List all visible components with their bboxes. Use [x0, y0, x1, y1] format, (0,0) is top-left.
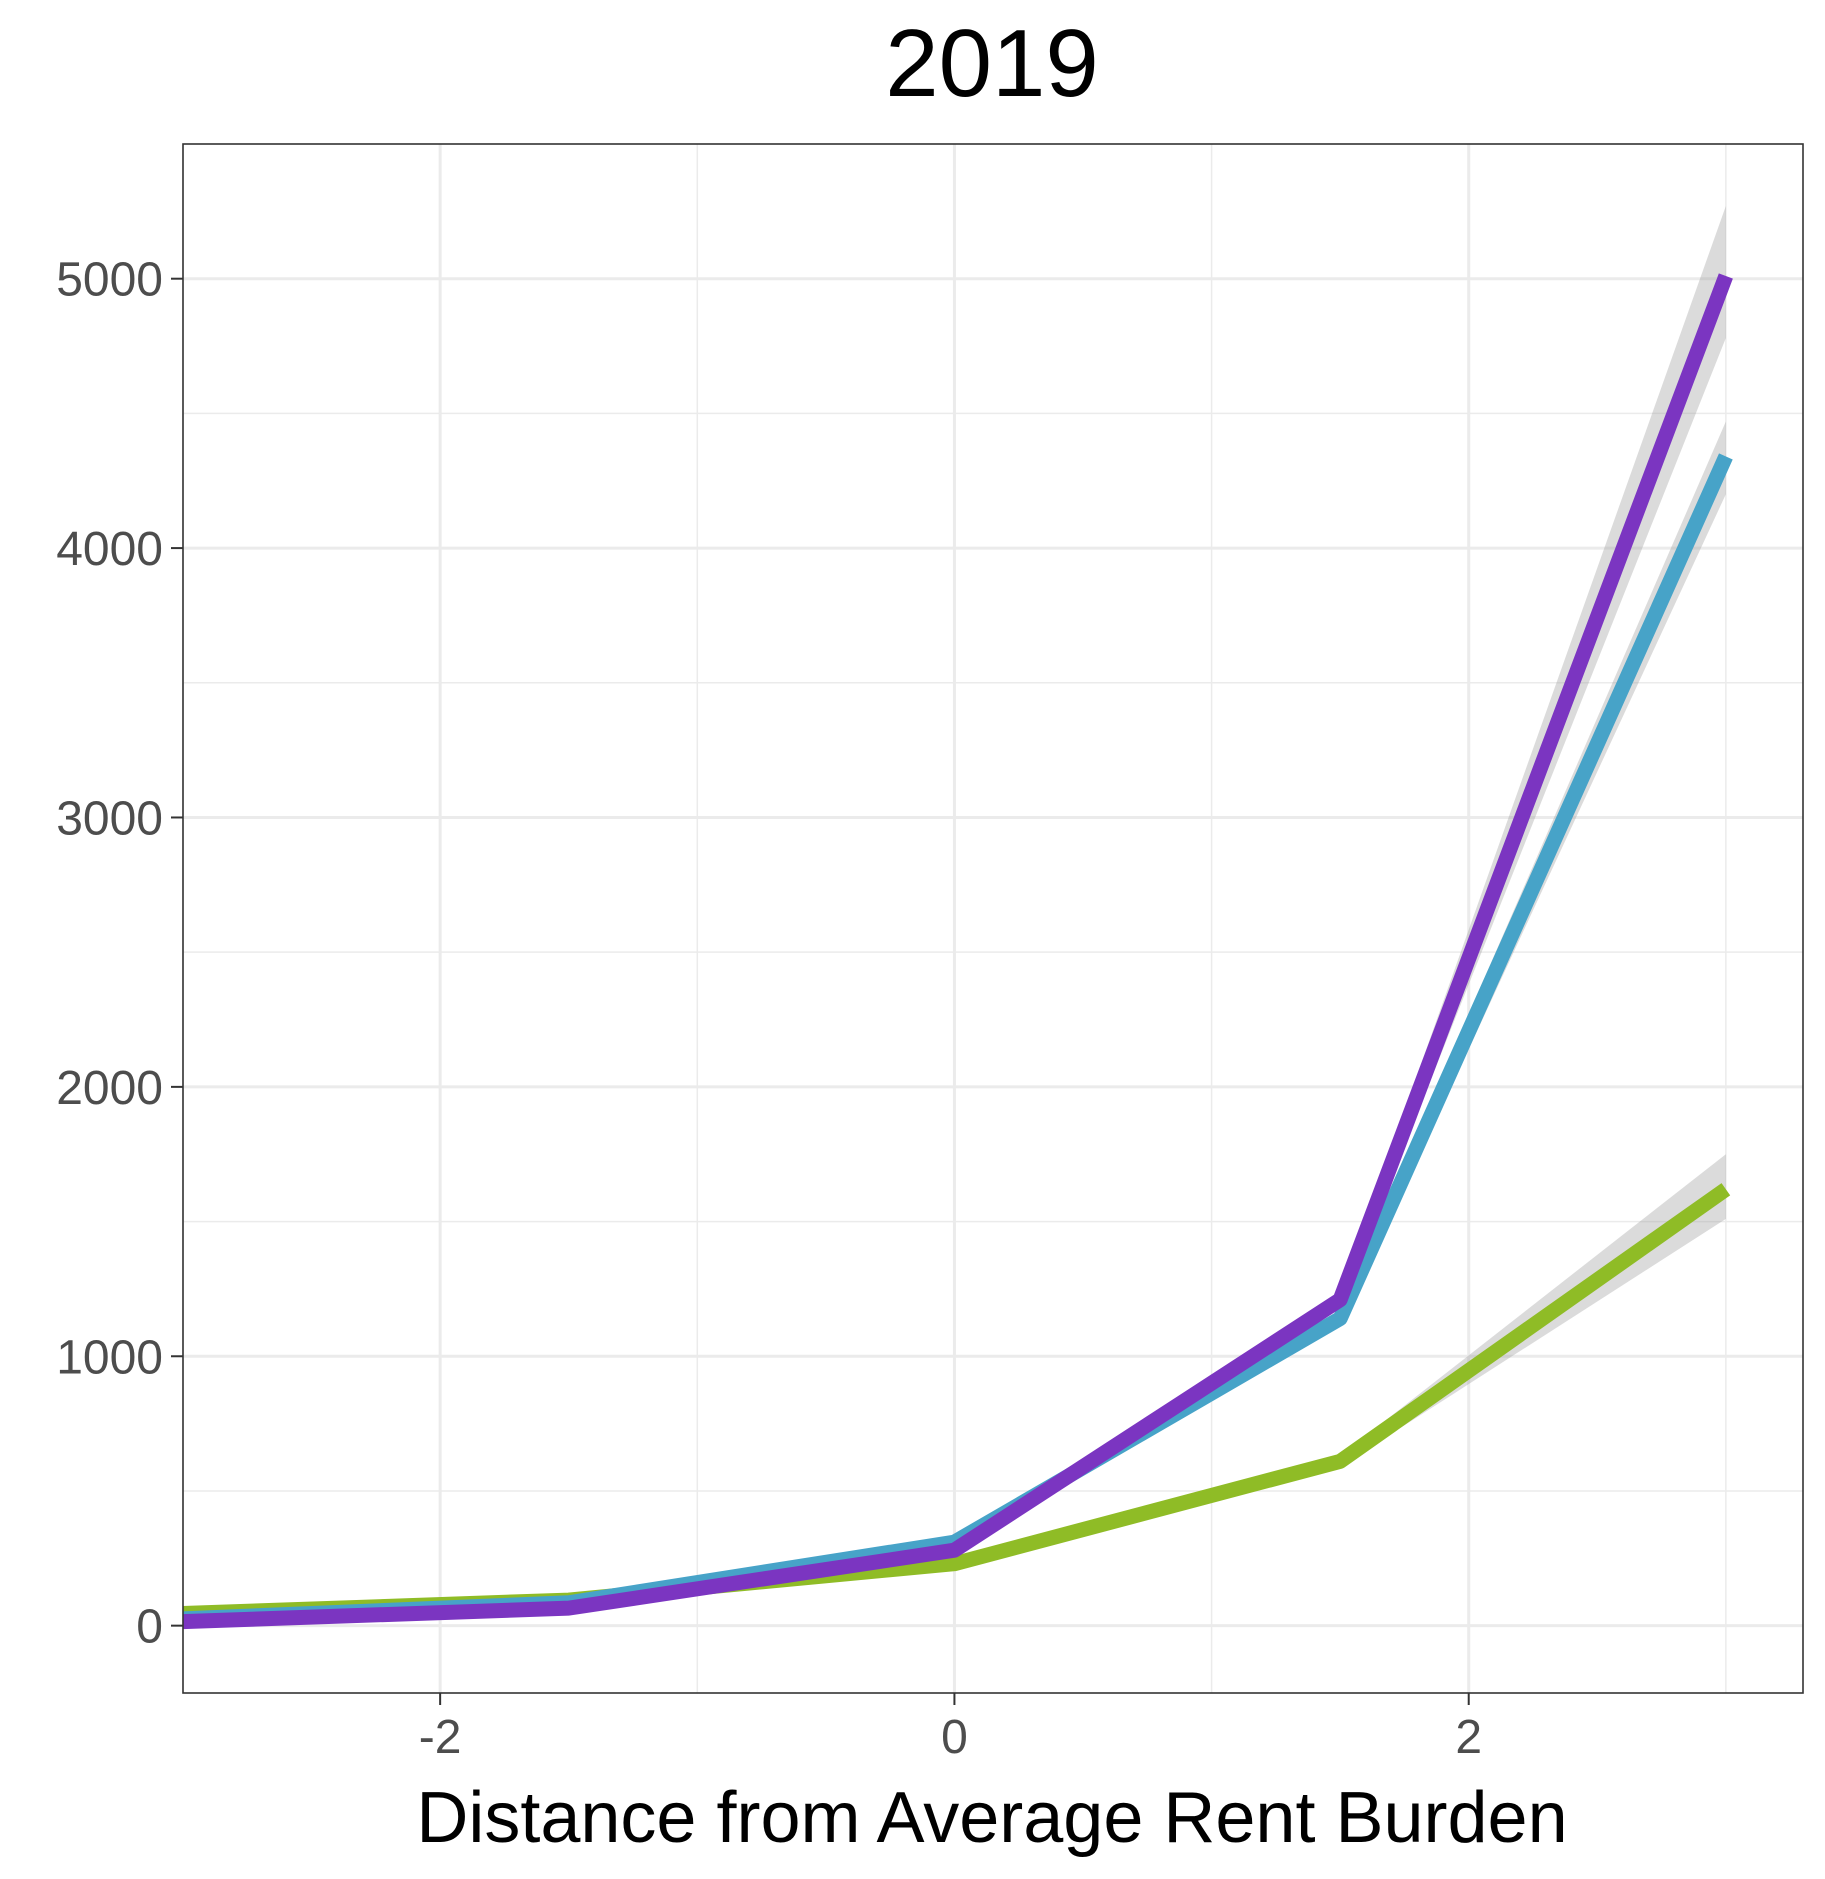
x-tick-label: 2 — [1455, 1711, 1482, 1764]
x-axis-title: Distance from Average Rent Burden — [416, 1778, 1567, 1858]
grid-major — [183, 144, 1803, 1693]
series-lines — [182, 273, 1733, 1630]
grid-minor — [182, 144, 1803, 1693]
y-tick-label: 1000 — [56, 1331, 163, 1384]
y-tick-label: 2000 — [56, 1062, 163, 1115]
chart-title: 2019 — [885, 10, 1099, 117]
y-tick-label: 4000 — [56, 523, 163, 576]
x-tick-label: -2 — [419, 1711, 462, 1764]
y-tick-label: 5000 — [56, 254, 163, 307]
y-tick-label: 0 — [136, 1601, 163, 1654]
plot-panel-background — [183, 144, 1803, 1693]
plot-panel-border — [182, 143, 1804, 1694]
x-axis: -2 0 2 — [419, 1693, 1482, 1764]
series-line-3 — [182, 273, 1733, 1630]
y-axis: 0 1000 2000 3000 4000 5000 — [56, 254, 183, 1654]
y-tick-label: 3000 — [56, 792, 163, 845]
x-tick-label: 0 — [941, 1711, 968, 1764]
